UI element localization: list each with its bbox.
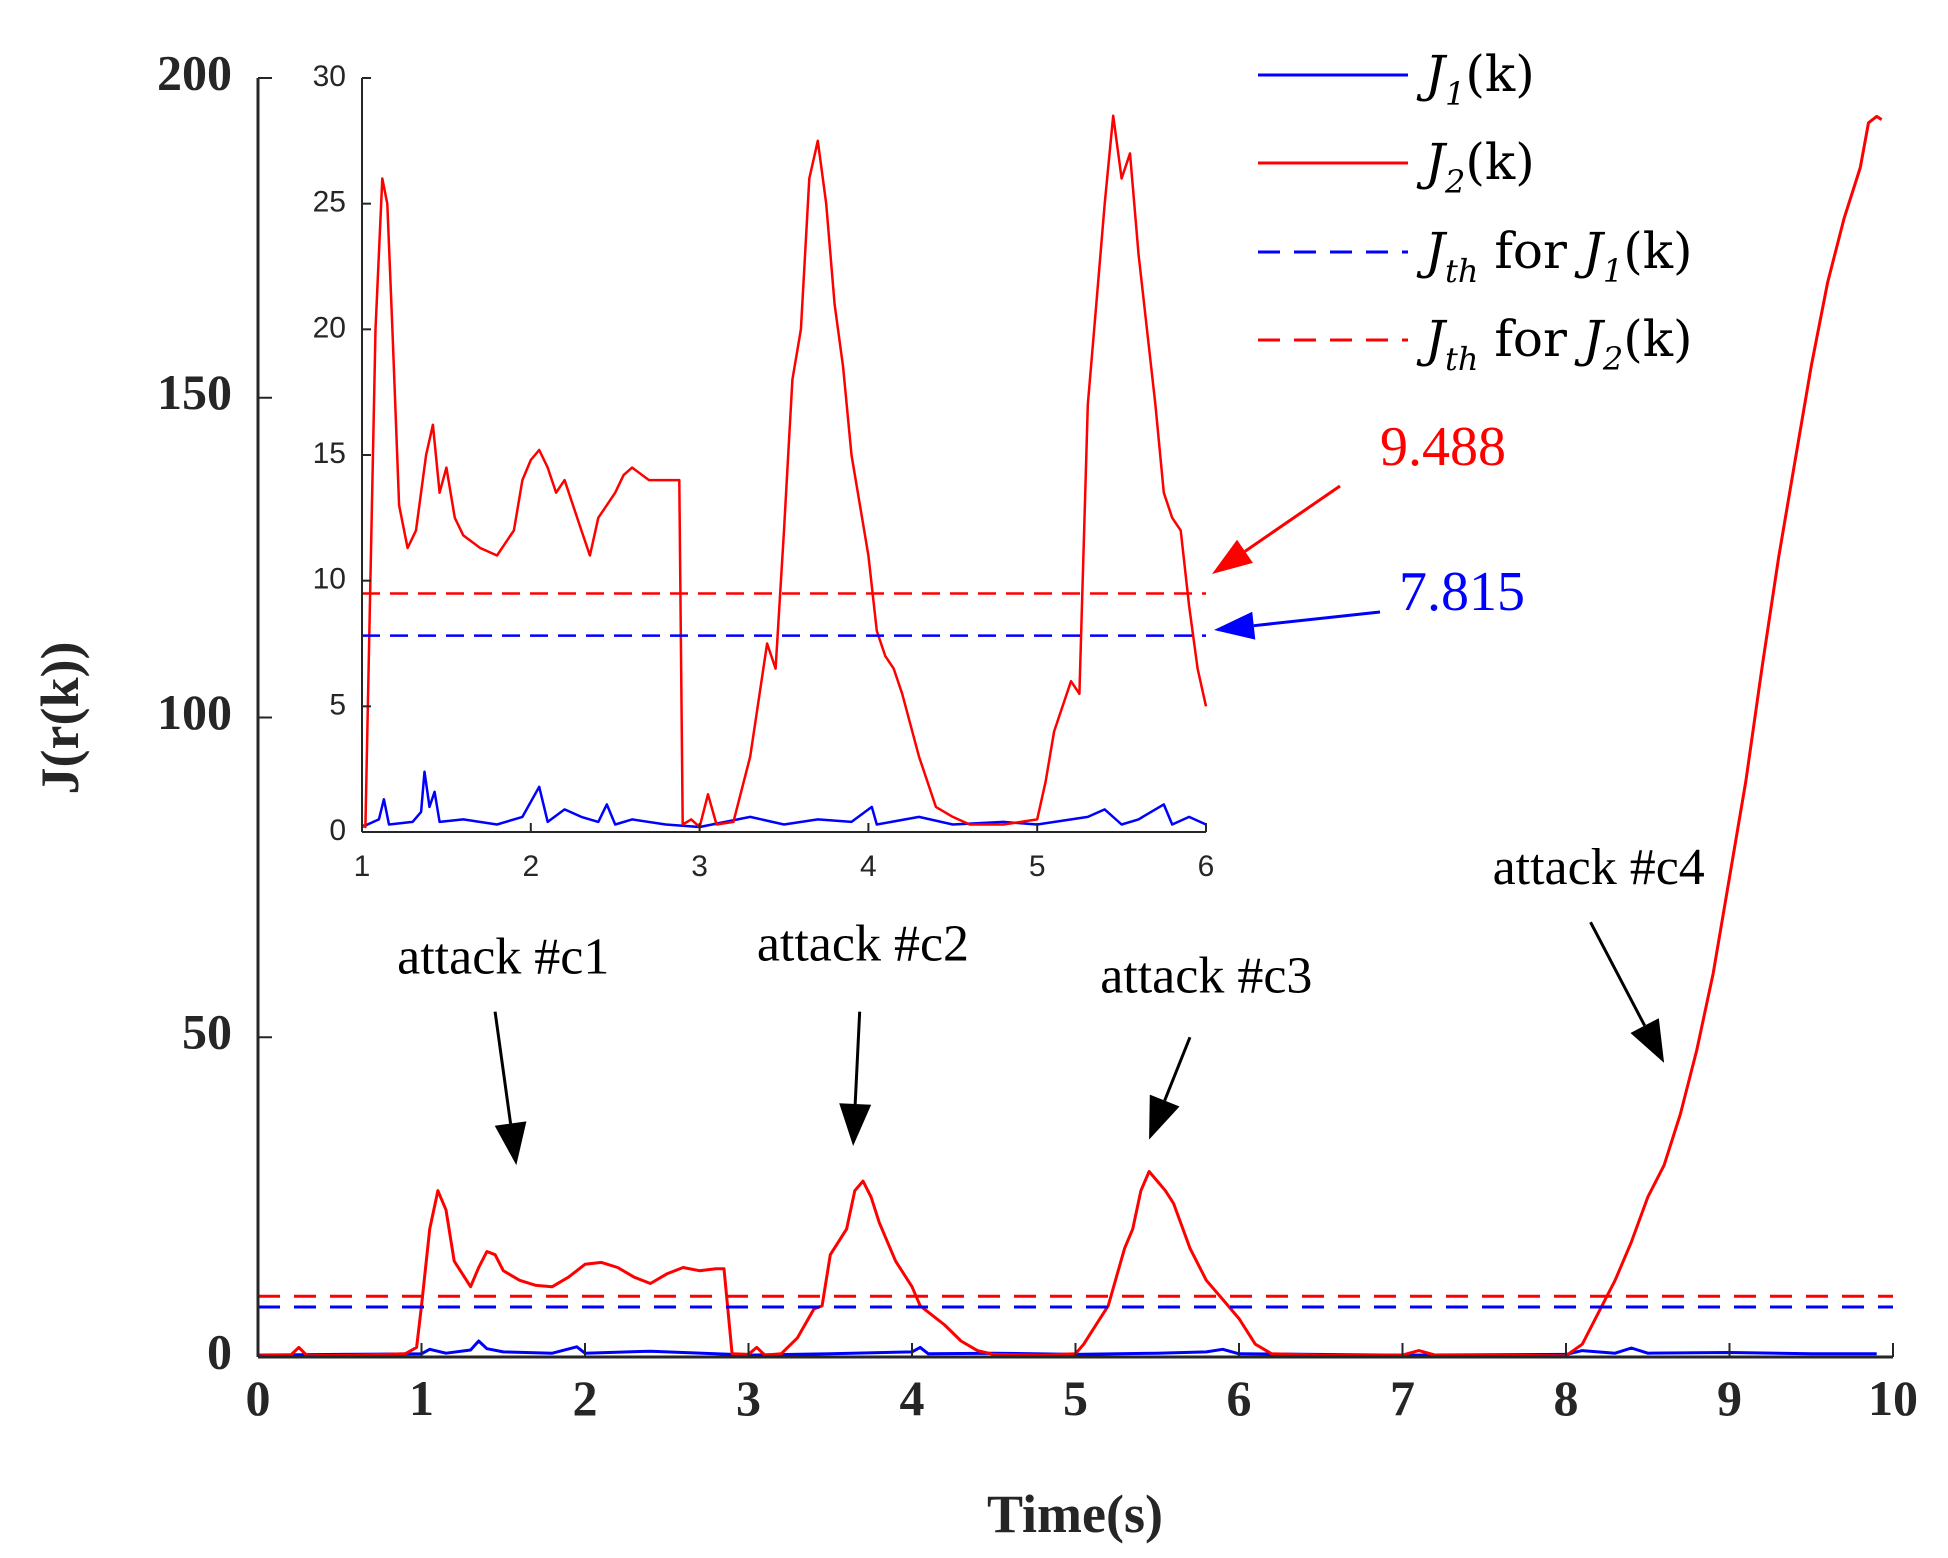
attack-arrow <box>1589 921 1646 1027</box>
y-tick-label: 5 <box>329 688 346 721</box>
threshold-arrowhead <box>1214 611 1256 640</box>
y-tick-label: 0 <box>329 814 346 847</box>
attack-arrowhead <box>1149 1094 1180 1140</box>
x-tick-label: 7 <box>1390 1370 1415 1426</box>
inset-background <box>362 78 1206 832</box>
y-tick-label: 20 <box>313 311 346 344</box>
x-axis-title: Time(s) <box>987 1484 1163 1544</box>
x-tick-label: 10 <box>1868 1370 1918 1426</box>
x-tick-label: 4 <box>860 850 877 883</box>
legend-entry: J1(k) <box>1416 45 1535 113</box>
threshold-arrowhead <box>1212 539 1253 574</box>
x-tick-label: 8 <box>1554 1370 1579 1426</box>
x-tick-label: 2 <box>573 1370 598 1426</box>
threshold-value-label: 9.488 <box>1380 416 1506 478</box>
x-tick-label: 3 <box>691 850 708 883</box>
main-y-ticks: 0 50 100 150 200 <box>157 44 272 1379</box>
legend-entry: Jth for J1(k) <box>1416 222 1693 290</box>
main-series-group <box>257 114 1893 1358</box>
y-tick-label: 100 <box>157 684 232 740</box>
x-tick-label: 2 <box>522 850 539 883</box>
threshold-arrow <box>1253 610 1381 628</box>
inset-y-ticks: 0 5 10 15 20 25 30 <box>313 60 371 847</box>
attack-label: attack #c3 <box>1100 947 1312 1004</box>
series-line-j2-k- <box>361 114 1208 829</box>
series-line-j1-k- <box>361 770 1207 829</box>
y-tick-label: 150 <box>157 364 232 420</box>
threshold-value-label: 7.815 <box>1399 561 1525 623</box>
y-tick-label: 15 <box>313 437 346 470</box>
x-tick-label: 0 <box>246 1370 271 1426</box>
x-tick-label: 9 <box>1717 1370 1742 1426</box>
legend-entry: J2(k) <box>1416 133 1535 201</box>
attack-arrowhead <box>839 1103 872 1146</box>
y-tick-label: 10 <box>313 563 346 596</box>
x-tick-label: 6 <box>1227 1370 1252 1426</box>
inset-series-group <box>361 114 1208 829</box>
x-tick-label: 6 <box>1198 850 1215 883</box>
attack-label: attack #c1 <box>397 928 609 985</box>
attack-arrowhead <box>494 1121 527 1166</box>
y-tick-label: 25 <box>313 186 346 219</box>
x-tick-label: 1 <box>354 850 371 883</box>
y-tick-label: 50 <box>182 1004 232 1060</box>
series-line-j2-k- <box>257 114 1883 1358</box>
threshold-annotations: 9.488 7.815 <box>1212 416 1525 640</box>
attack-arrowhead <box>1630 1018 1665 1063</box>
y-tick-label: 200 <box>157 44 232 100</box>
inset-x-ticks: 1 2 3 4 5 6 <box>354 823 1215 883</box>
attack-arrow <box>493 1011 513 1124</box>
attack-label: attack #c4 <box>1493 839 1705 896</box>
x-tick-label: 4 <box>900 1370 925 1426</box>
legend-entry: Jth for J2(k) <box>1416 310 1693 378</box>
attack-arrow <box>1163 1036 1192 1102</box>
attack-arrow <box>853 1011 862 1105</box>
y-tick-label: 30 <box>313 60 346 93</box>
y-tick-label: 0 <box>207 1323 232 1379</box>
inset-plot: 1 2 3 4 5 6 0 5 10 15 20 25 30 9.488 7.815 <box>313 60 1525 883</box>
attack-annotations: attack #c1 attack #c2 attack #c3 attack #c4 <box>397 839 1705 1166</box>
y-axis-title: J(r(k)) <box>30 642 90 795</box>
attack-label: attack #c2 <box>757 916 969 973</box>
x-tick-label: 5 <box>1063 1370 1088 1426</box>
x-tick-label: 1 <box>409 1370 434 1426</box>
series-line-j1-k- <box>257 1339 1877 1357</box>
x-tick-label: 5 <box>1029 850 1046 883</box>
main-x-ticks: 0 1 2 3 4 5 6 7 8 9 10 <box>246 1343 1918 1426</box>
legend: J1(k) J2(k) Jth for J1(k) Jth for J2(k) <box>1258 45 1693 378</box>
x-tick-label: 3 <box>736 1370 761 1426</box>
threshold-arrow <box>1244 484 1341 553</box>
